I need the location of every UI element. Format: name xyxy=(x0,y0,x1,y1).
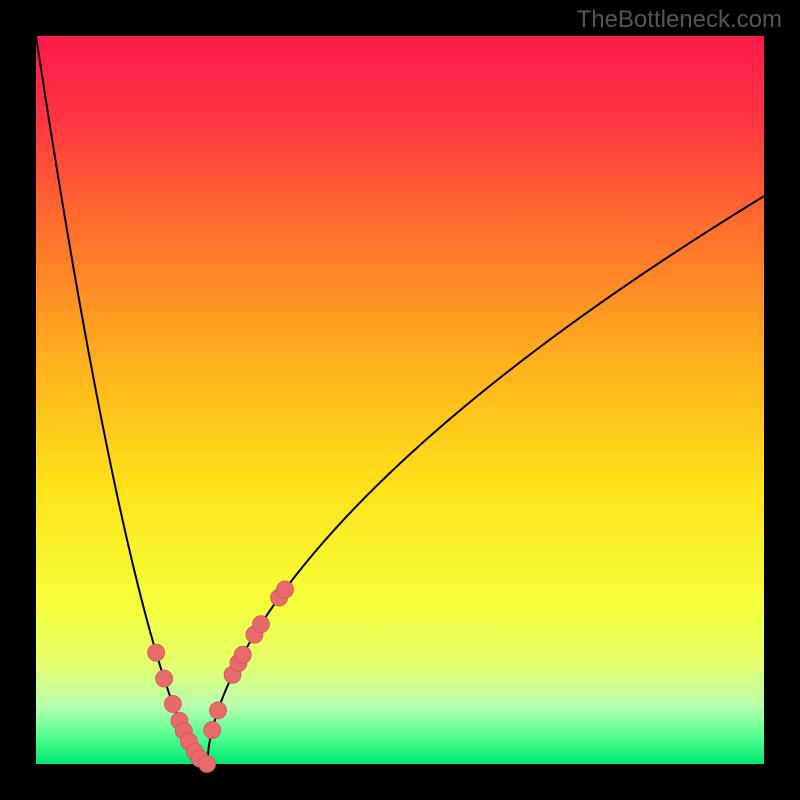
watermark-text: TheBottleneck.com xyxy=(577,6,782,34)
data-marker xyxy=(199,756,216,773)
plot-svg xyxy=(0,0,800,800)
data-marker xyxy=(156,670,173,687)
chart-container: { "watermark": { "text": "TheBottleneck.… xyxy=(0,0,800,800)
data-marker xyxy=(148,644,165,661)
data-marker xyxy=(252,616,269,633)
data-marker xyxy=(276,581,293,598)
data-marker xyxy=(164,695,181,712)
plot-background xyxy=(36,36,764,764)
data-marker xyxy=(234,646,251,663)
data-marker xyxy=(204,722,221,739)
data-marker xyxy=(210,702,227,719)
